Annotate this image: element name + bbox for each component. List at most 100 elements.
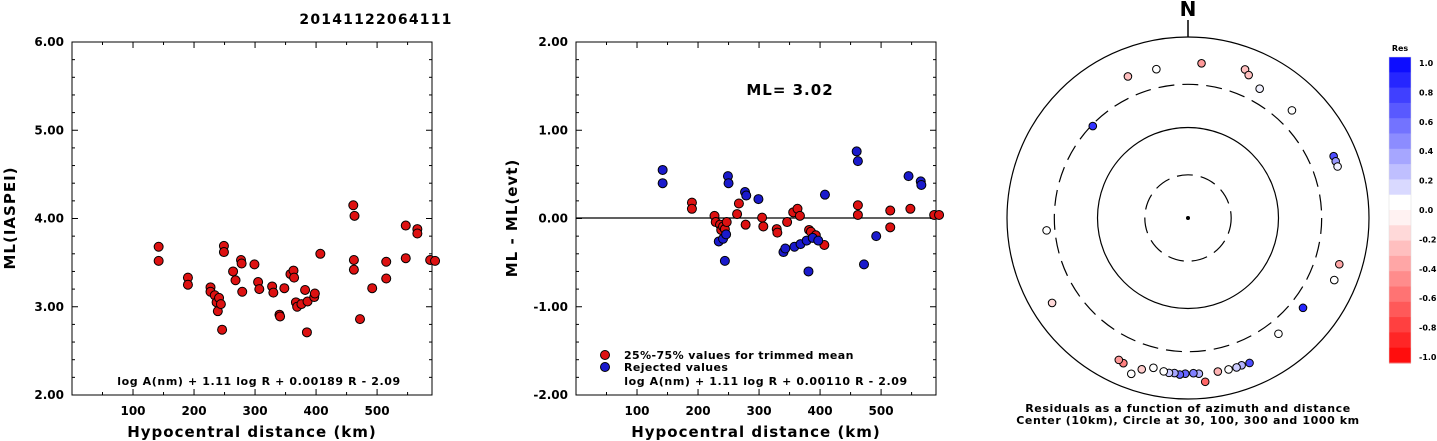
colorbar-tick-label: 0.6 xyxy=(1419,118,1434,127)
rejected-point xyxy=(721,229,732,240)
colorbar: Res 1.0 0.8 0.6 0.4 0.2 0.0 -0.2 -0.4 -0.6 -0.8 -1… xyxy=(1388,44,1437,364)
colorbar-tick-label: 0.2 xyxy=(1419,177,1433,186)
y-tick-label: -2.00 xyxy=(533,388,568,402)
trimmed-point xyxy=(732,209,743,220)
ml-point xyxy=(228,266,239,277)
formula-text: log A(nm) + 1.11 log R + 0.00189 R - 2.0… xyxy=(117,375,400,388)
ring-300km xyxy=(1053,83,1323,353)
colorbar-tick-label: 0.4 xyxy=(1419,147,1434,156)
rejected-point xyxy=(780,243,791,254)
y-tick-label: 6.00 xyxy=(34,35,64,49)
colorbar-tick-label: -0.4 xyxy=(1419,265,1437,274)
rejected-point xyxy=(852,156,863,167)
y-tick-label: 3.00 xyxy=(34,300,64,314)
colorbar-outline xyxy=(1388,56,1412,364)
ml-point xyxy=(249,259,260,270)
colorbar-tick-label: -0.6 xyxy=(1419,294,1437,303)
colorbar-blocks xyxy=(1388,56,1412,364)
rejected-point xyxy=(753,194,764,205)
rejected-point xyxy=(916,179,927,190)
trimmed-point xyxy=(721,217,732,228)
y-tick-label: 1.00 xyxy=(538,123,568,137)
ml-annotation: ML= 3.02 xyxy=(746,81,833,99)
center-dot xyxy=(1186,216,1190,220)
station-residual-point xyxy=(1088,121,1098,131)
caption-line-2: Center (10km), Circle at 30, 100, 300 an… xyxy=(1016,414,1360,427)
trimmed-point xyxy=(758,221,769,232)
rejected-point xyxy=(741,190,752,201)
trimmed-point xyxy=(772,227,783,238)
y-tick-label: 2.00 xyxy=(538,35,568,49)
station-residual-point xyxy=(1197,58,1206,68)
ml-point xyxy=(153,241,164,252)
colorbar-block xyxy=(1389,72,1411,89)
caption-line-1: Residuals as a function of azimuth and d… xyxy=(1025,402,1351,415)
legend: 25%-75% values for trimmed mean Rejected… xyxy=(600,349,853,374)
trimmed-point xyxy=(794,210,805,221)
trimmed-point xyxy=(782,217,793,228)
north-label: N xyxy=(1180,0,1197,21)
station-residual-point xyxy=(1047,298,1057,308)
ml-point xyxy=(400,253,411,264)
station-residual-point xyxy=(1189,368,1198,378)
station-residual-point xyxy=(1126,369,1136,379)
station-residual-point xyxy=(1329,275,1339,285)
trimmed-point xyxy=(757,212,768,223)
ml-point xyxy=(254,284,265,295)
y-tick-label: 5.00 xyxy=(34,123,64,137)
ml-point xyxy=(230,275,241,286)
ring-30km xyxy=(1144,174,1232,262)
ml-point xyxy=(301,327,312,338)
ml-point xyxy=(381,273,392,284)
ml-point xyxy=(182,279,193,290)
x-tick-label: 500 xyxy=(365,404,390,418)
ml-point xyxy=(348,200,359,211)
rejected-point xyxy=(723,178,734,189)
ring-100km xyxy=(1096,126,1280,310)
colorbar-block xyxy=(1389,148,1411,165)
ml-point xyxy=(367,283,378,294)
rejected-point xyxy=(719,255,730,266)
colorbar-block xyxy=(1389,210,1411,226)
colorbar-block xyxy=(1389,133,1411,150)
trimmed-point xyxy=(733,198,744,209)
data-points xyxy=(657,146,945,277)
ml-point xyxy=(430,255,441,266)
tick-marks xyxy=(576,41,936,396)
station-residual-point xyxy=(1255,84,1264,94)
station-residual-point xyxy=(1244,70,1253,80)
rejected-point xyxy=(859,259,869,270)
rejected-point xyxy=(657,164,668,175)
colorbar-tick-label: -0.8 xyxy=(1419,324,1437,333)
colorbar-block xyxy=(1389,301,1411,318)
ml-point xyxy=(315,248,326,259)
colorbar-tick-label: 0.0 xyxy=(1419,206,1434,215)
x-tick-label: 100 xyxy=(624,404,649,418)
legend-marker-trimmed xyxy=(600,350,610,360)
ml-point xyxy=(348,254,359,265)
station-points xyxy=(1042,58,1344,387)
station-residual-point xyxy=(1123,72,1133,81)
ml-point xyxy=(215,299,226,310)
ml-point xyxy=(279,283,290,294)
trimmed-point xyxy=(885,205,896,216)
ml-point xyxy=(355,314,365,325)
trimmed-point xyxy=(686,203,697,214)
colorbar-block xyxy=(1389,164,1411,180)
station-residual-point xyxy=(1042,226,1051,235)
station-residual-point xyxy=(1245,358,1254,368)
ml-point xyxy=(412,228,423,239)
trimmed-point xyxy=(852,200,863,211)
rejected-point xyxy=(657,178,668,189)
rejected-point xyxy=(903,171,914,182)
rejected-point xyxy=(851,146,862,157)
ml-point xyxy=(237,286,248,297)
data-points xyxy=(153,200,441,338)
colorbar-block xyxy=(1389,102,1411,119)
legend-label-rejected: Rejected values xyxy=(624,361,728,374)
x-tick-label: 400 xyxy=(304,404,329,418)
station-residual-point xyxy=(1287,106,1297,115)
colorbar-block xyxy=(1389,87,1411,104)
colorbar-block xyxy=(1389,255,1411,272)
azimuth-residual-panel: N Residuals as a function of azimuth and… xyxy=(1006,0,1370,427)
